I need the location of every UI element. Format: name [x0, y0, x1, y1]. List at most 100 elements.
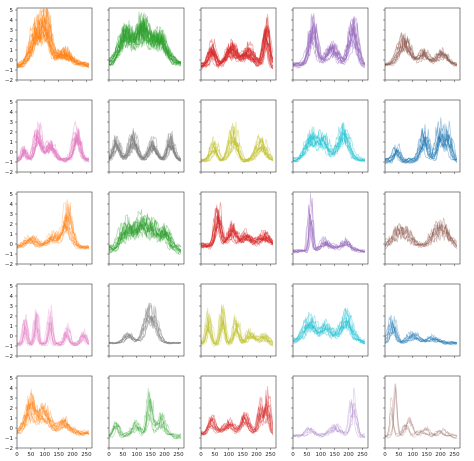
- series-line: [385, 126, 458, 164]
- series-line: [293, 129, 366, 162]
- series-line: [201, 395, 274, 436]
- series-line: [17, 388, 90, 435]
- y-tick-label: 0: [10, 58, 14, 64]
- series-line: [293, 317, 366, 343]
- series-line: [293, 227, 366, 254]
- x-tick-label: 100: [316, 452, 327, 458]
- axes-frame: [292, 99, 369, 173]
- series-line: [109, 214, 182, 253]
- axes-frame: [16, 191, 93, 265]
- series-line: [201, 316, 274, 345]
- series-line: [109, 213, 182, 254]
- panel-3-4: [291, 191, 369, 266]
- series-line: [201, 29, 274, 68]
- series-line: [17, 20, 90, 68]
- panel-2-4-traces: [293, 121, 366, 163]
- series-line: [109, 22, 182, 65]
- series-line: [385, 33, 458, 66]
- series-line: [17, 208, 90, 249]
- series-line: [293, 135, 366, 162]
- x-tick-label: 150: [53, 452, 64, 458]
- series-line: [201, 31, 274, 68]
- axes-frame: [108, 191, 185, 265]
- series-line: [109, 225, 182, 252]
- y-tick-label: −2: [5, 262, 13, 268]
- panel-4-4-traces: [293, 307, 366, 345]
- panel-5-5: 0 50 100 150 200 250: [383, 375, 461, 458]
- series-line: [109, 30, 182, 66]
- series-line: [17, 412, 90, 436]
- series-line: [201, 125, 274, 163]
- series-line: [201, 215, 274, 250]
- series-line: [201, 42, 274, 68]
- panel-5-1-traces: [17, 388, 90, 437]
- series-line: [201, 306, 274, 346]
- series-line: [201, 28, 274, 69]
- series-line: [17, 400, 90, 436]
- series-line: [385, 406, 458, 439]
- series-line: [17, 212, 90, 250]
- x-tick-label: 250: [173, 452, 184, 458]
- series-line: [17, 8, 90, 68]
- series-line: [385, 323, 458, 345]
- series-line: [385, 219, 458, 247]
- series-line: [385, 45, 458, 66]
- series-line: [17, 8, 90, 68]
- panel-3-2-traces: [109, 209, 182, 255]
- y-tick-label: 5: [10, 376, 14, 382]
- series-line: [293, 13, 366, 67]
- series-line: [17, 35, 90, 68]
- series-line: [293, 206, 366, 254]
- series-line: [201, 399, 274, 436]
- series-line: [17, 122, 90, 162]
- series-line: [293, 323, 366, 343]
- series-line: [201, 35, 274, 70]
- series-line: [17, 22, 90, 68]
- series-line: [201, 122, 274, 163]
- y-tick-label: 2: [10, 130, 14, 136]
- series-line: [109, 142, 182, 162]
- series-line: [201, 318, 274, 346]
- series-line: [293, 132, 366, 163]
- series-line: [17, 317, 90, 347]
- series-line: [17, 304, 90, 347]
- series-line: [17, 312, 90, 346]
- x-tick-label: 100: [408, 452, 419, 458]
- y-tick-label: −1: [5, 160, 13, 166]
- series-line: [109, 21, 182, 64]
- x-tick-label: 150: [329, 452, 340, 458]
- series-line: [17, 23, 90, 68]
- axes-frame: [384, 375, 461, 449]
- panel-3-3: [199, 191, 277, 266]
- y-tick-label: −2: [5, 354, 13, 360]
- series-line: [385, 129, 458, 164]
- series-line: [109, 221, 182, 255]
- series-line: [17, 317, 90, 347]
- series-line: [17, 225, 90, 250]
- x-tick-label: 0: [383, 452, 387, 458]
- panel-4-4: [291, 283, 369, 358]
- series-line: [17, 19, 90, 68]
- panel-5-2-traces: [109, 387, 182, 440]
- series-line: [109, 130, 182, 161]
- series-line: [17, 220, 90, 250]
- series-line: [17, 223, 90, 249]
- series-line: [201, 207, 274, 249]
- series-line: [201, 141, 274, 163]
- series-line: [385, 220, 458, 249]
- series-line: [201, 137, 274, 163]
- series-line: [109, 138, 182, 161]
- y-tick-label: 0: [10, 334, 14, 340]
- series-line: [17, 128, 90, 162]
- series-line: [109, 26, 182, 67]
- series-line: [385, 383, 458, 439]
- series-line: [109, 312, 182, 345]
- x-tick-label: 150: [237, 452, 248, 458]
- series-line: [201, 395, 274, 436]
- series-line: [201, 311, 274, 345]
- axes-frame: [384, 283, 461, 357]
- y-tick-label: 0: [10, 426, 14, 432]
- series-line: [293, 132, 366, 163]
- series-line: [201, 207, 274, 246]
